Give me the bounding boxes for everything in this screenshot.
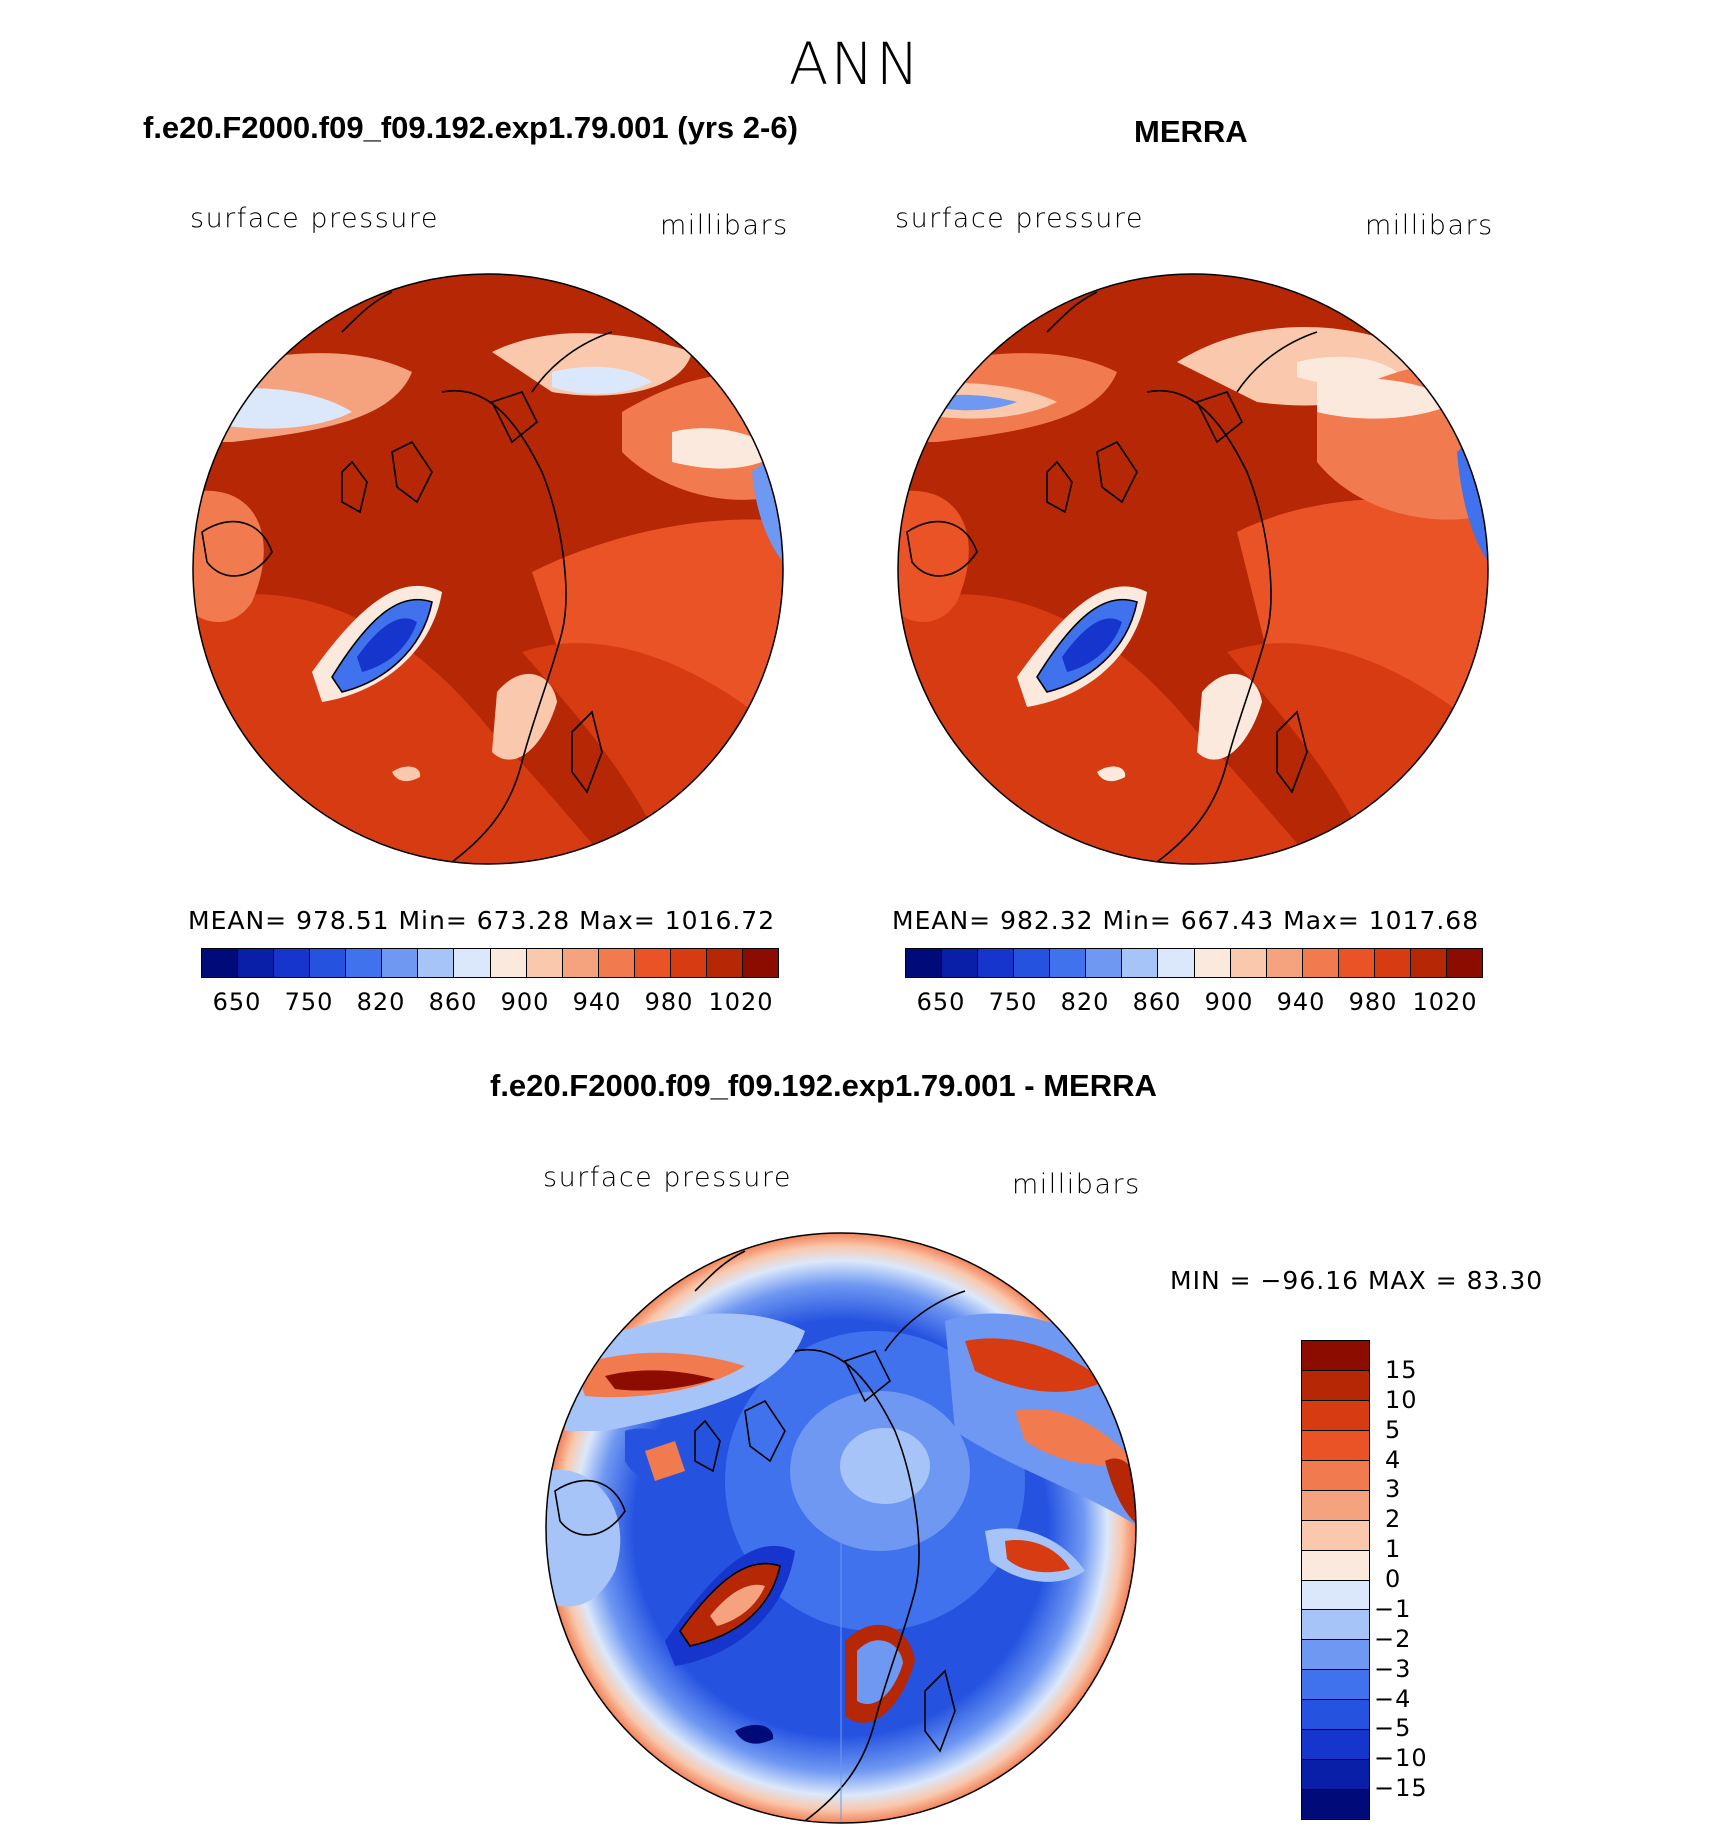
polar-map-model bbox=[192, 273, 784, 865]
colorbar-difference-label: −2 bbox=[1374, 1624, 1412, 1653]
panel-2-stats: MEAN= 982.32 Min= 667.43 Max= 1017.68 bbox=[892, 906, 1480, 935]
colorbar-model-swatch bbox=[418, 949, 455, 977]
colorbar-model bbox=[201, 948, 779, 978]
colorbar-difference-swatch bbox=[1302, 1430, 1369, 1461]
diff-units-label: millibars bbox=[1012, 1169, 1141, 1200]
colorbar-difference-label: −5 bbox=[1374, 1714, 1412, 1743]
colorbar-difference-label: 0 bbox=[1385, 1565, 1402, 1593]
colorbar-difference-label: 15 bbox=[1385, 1355, 1418, 1384]
colorbar-merra-swatch bbox=[1374, 949, 1411, 977]
colorbar-merra bbox=[905, 948, 1483, 978]
colorbar-model-swatch bbox=[238, 949, 275, 977]
colorbar-difference-label: −4 bbox=[1374, 1684, 1412, 1713]
colorbar-difference-label: −15 bbox=[1374, 1774, 1428, 1803]
colorbar-merra-swatch bbox=[1050, 949, 1087, 977]
colorbar-merra-tick-label: 940 bbox=[1276, 988, 1326, 1016]
colorbar-model-tick-label: 900 bbox=[500, 988, 550, 1016]
colorbar-model-swatch bbox=[310, 949, 347, 977]
colorbar-merra-swatch bbox=[1230, 949, 1267, 977]
colorbar-model-swatch bbox=[670, 949, 707, 977]
colorbar-model-swatch bbox=[526, 949, 563, 977]
colorbar-merra-swatch bbox=[1014, 949, 1051, 977]
diff-minmax: MIN = −96.16 MAX = 83.30 bbox=[1170, 1266, 1544, 1295]
colorbar-difference-swatch bbox=[1302, 1700, 1369, 1731]
colorbar-model-swatch bbox=[598, 949, 635, 977]
colorbar-difference-label: 10 bbox=[1385, 1385, 1418, 1414]
colorbar-model-tick-label: 750 bbox=[284, 988, 334, 1016]
colorbar-merra-swatch bbox=[978, 949, 1015, 977]
colorbar-model-tick-label: 1020 bbox=[708, 988, 774, 1016]
colorbar-model-swatch bbox=[634, 949, 671, 977]
colorbar-merra-swatch bbox=[1122, 949, 1159, 977]
colorbar-merra-swatch bbox=[1302, 949, 1339, 977]
colorbar-model-swatch bbox=[346, 949, 383, 977]
colorbar-model-tick-label: 650 bbox=[212, 988, 262, 1016]
colorbar-difference-swatch bbox=[1302, 1760, 1369, 1791]
colorbar-merra-swatch bbox=[1158, 949, 1195, 977]
colorbar-merra-tick-label: 1020 bbox=[1412, 988, 1478, 1016]
panel-2-units-label: millibars bbox=[1365, 210, 1494, 241]
colorbar-merra-swatch bbox=[1194, 949, 1231, 977]
colorbar-merra-tick-label: 900 bbox=[1204, 988, 1254, 1016]
panel-1-title: f.e20.F2000.f09_f09.192.exp1.79.001 (yrs… bbox=[143, 110, 798, 145]
colorbar-model-swatch bbox=[742, 949, 778, 977]
colorbar-difference-label: 3 bbox=[1385, 1475, 1402, 1504]
colorbar-merra-swatch bbox=[906, 949, 943, 977]
colorbar-model-swatch bbox=[202, 949, 239, 977]
colorbar-difference-swatch bbox=[1302, 1341, 1369, 1371]
colorbar-model-swatch bbox=[562, 949, 599, 977]
colorbar-difference-swatch bbox=[1302, 1550, 1369, 1581]
colorbar-merra-swatch bbox=[1338, 949, 1375, 977]
colorbar-merra-swatch bbox=[1266, 949, 1303, 977]
polar-map-merra bbox=[897, 273, 1489, 865]
colorbar-difference-label: −3 bbox=[1374, 1654, 1412, 1683]
colorbar-difference-label: −10 bbox=[1374, 1744, 1428, 1773]
colorbar-merra-swatch bbox=[1086, 949, 1123, 977]
colorbar-difference-swatch bbox=[1302, 1490, 1369, 1521]
colorbar-model-swatch bbox=[490, 949, 527, 977]
colorbar-merra-swatch bbox=[1446, 949, 1482, 977]
polar-map-difference bbox=[545, 1232, 1137, 1824]
colorbar-merra-tick-label: 650 bbox=[916, 988, 966, 1016]
diff-title: f.e20.F2000.f09_f09.192.exp1.79.001 - ME… bbox=[490, 1068, 1157, 1103]
panel-2-title: MERRA bbox=[1134, 114, 1248, 149]
colorbar-difference-label: −1 bbox=[1374, 1594, 1412, 1623]
colorbar-merra-tick-label: 750 bbox=[988, 988, 1038, 1016]
panel-1-units-label: millibars bbox=[660, 210, 789, 241]
colorbar-difference-label: 1 bbox=[1385, 1535, 1402, 1564]
colorbar-model-swatch bbox=[706, 949, 743, 977]
colorbar-merra-tick-label: 860 bbox=[1132, 988, 1182, 1016]
colorbar-difference-swatch bbox=[1302, 1610, 1369, 1641]
colorbar-difference-swatch bbox=[1302, 1520, 1369, 1551]
panel-1-stats: MEAN= 978.51 Min= 673.28 Max= 1016.72 bbox=[188, 906, 776, 935]
season-title: ANN bbox=[788, 30, 922, 98]
colorbar-difference-label: 5 bbox=[1385, 1415, 1402, 1444]
colorbar-merra-swatch bbox=[942, 949, 979, 977]
colorbar-difference-swatch bbox=[1302, 1370, 1369, 1401]
colorbar-model-swatch bbox=[274, 949, 311, 977]
colorbar-difference-swatch bbox=[1302, 1460, 1369, 1491]
colorbar-difference-swatch bbox=[1302, 1400, 1369, 1431]
colorbar-merra-swatch bbox=[1410, 949, 1447, 977]
colorbar-difference-swatch bbox=[1302, 1580, 1369, 1611]
colorbar-model-tick-label: 940 bbox=[572, 988, 622, 1016]
colorbar-difference-label: 2 bbox=[1385, 1505, 1402, 1534]
colorbar-difference-swatch bbox=[1302, 1640, 1369, 1671]
colorbar-model-tick-label: 820 bbox=[356, 988, 406, 1016]
colorbar-difference-label: 4 bbox=[1385, 1445, 1402, 1474]
colorbar-model-swatch bbox=[382, 949, 419, 977]
colorbar-difference-swatch bbox=[1302, 1670, 1369, 1701]
colorbar-difference bbox=[1301, 1340, 1370, 1820]
colorbar-difference-swatch bbox=[1302, 1790, 1369, 1819]
colorbar-merra-tick-label: 820 bbox=[1060, 988, 1110, 1016]
diff-variable-label: surface pressure bbox=[543, 1162, 792, 1193]
colorbar-model-tick-label: 980 bbox=[644, 988, 694, 1016]
colorbar-difference-swatch bbox=[1302, 1730, 1369, 1761]
panel-2-variable-label: surface pressure bbox=[895, 203, 1144, 234]
panel-1-variable-label: surface pressure bbox=[190, 203, 439, 234]
colorbar-merra-tick-label: 980 bbox=[1348, 988, 1398, 1016]
colorbar-model-tick-label: 860 bbox=[428, 988, 478, 1016]
colorbar-model-swatch bbox=[454, 949, 491, 977]
